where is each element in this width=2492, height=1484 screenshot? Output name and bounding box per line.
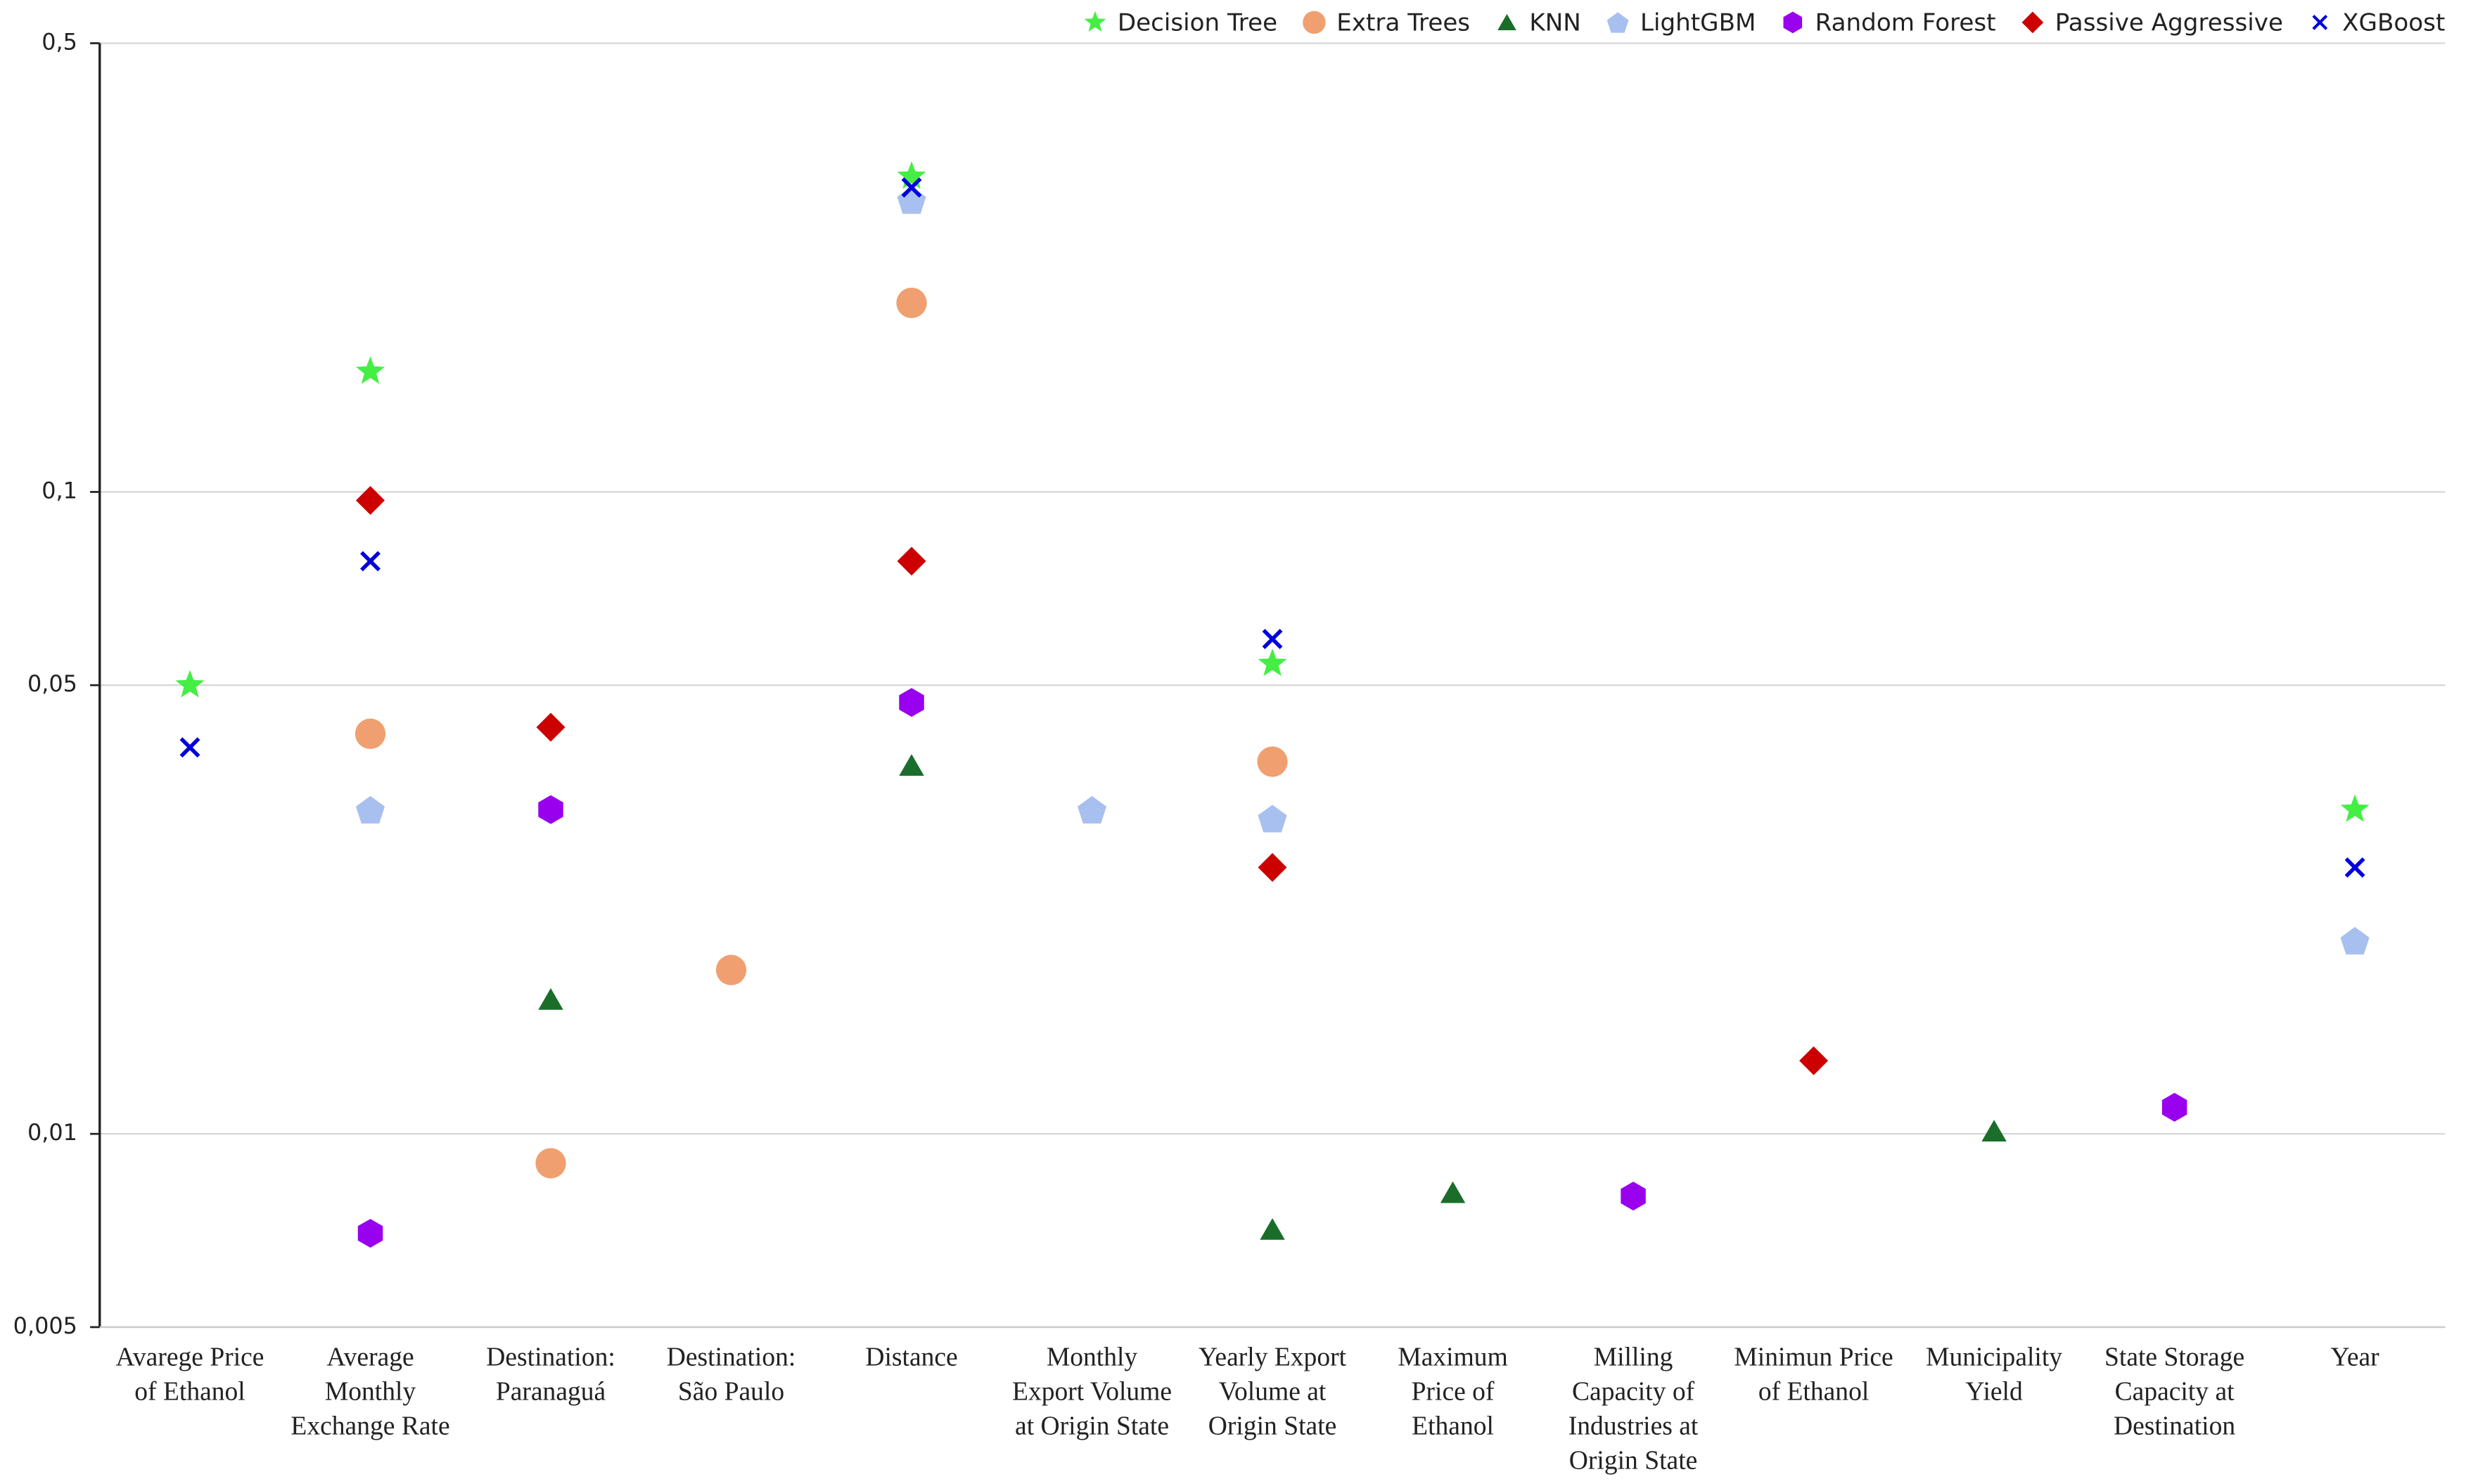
- point: [1799, 1046, 1829, 1075]
- point: [538, 988, 563, 1010]
- point: [1440, 1181, 1466, 1203]
- x-tick-label: Maximum Price of Ethanol: [1398, 1343, 1507, 1440]
- x-tick-label: Milling Capacity of Industries at Origin St…: [1568, 1343, 1699, 1475]
- point: [355, 795, 385, 824]
- x-tick-label: Yearly Export Volume at Origin State: [1199, 1343, 1347, 1440]
- point: [2340, 927, 2370, 955]
- point: [1258, 805, 1287, 833]
- legend-marker: [2021, 11, 2044, 34]
- point: [536, 712, 566, 742]
- legend-label: Passive Aggressive: [2055, 9, 2283, 37]
- point: [901, 177, 922, 198]
- x-tick-label: Distance: [865, 1343, 957, 1371]
- point: [1262, 629, 1283, 650]
- point: [899, 688, 924, 717]
- point: [2340, 794, 2370, 822]
- point: [356, 486, 385, 515]
- point: [179, 737, 200, 758]
- point: [1258, 648, 1287, 677]
- y-tick-label: 0,01: [27, 1119, 77, 1146]
- legend-label: LightGBM: [1640, 9, 1756, 37]
- x-tick-label: Avarege Price of Ethanol: [116, 1343, 264, 1406]
- legend-label: Decision Tree: [1118, 9, 1277, 37]
- y-tick-label: 0,5: [41, 28, 77, 55]
- x-tick-label: Municipality Yield: [1926, 1343, 2062, 1406]
- point: [175, 670, 205, 698]
- point: [897, 186, 926, 215]
- point: [357, 1219, 383, 1248]
- x-tick-label: Monthly Export Volume at Origin State: [1012, 1343, 1172, 1440]
- point: [360, 551, 381, 572]
- x-tick-label: State Storage Capacity at Destination: [2104, 1343, 2244, 1440]
- legend-marker: [1606, 12, 1629, 33]
- point: [1257, 746, 1288, 777]
- point: [2161, 1092, 2187, 1122]
- x-tick-label: Destination: Paranaguá: [486, 1343, 615, 1406]
- legend-marker: [1084, 11, 1106, 32]
- point: [896, 288, 927, 319]
- y-tick-label: 0,005: [13, 1312, 77, 1339]
- point: [1621, 1182, 1646, 1211]
- legend-marker: [1497, 13, 1516, 30]
- legend-label: KNN: [1529, 9, 1580, 37]
- point: [1260, 1217, 1285, 1240]
- legend-label: XGBoost: [2342, 9, 2445, 37]
- legend-marker: [2312, 15, 2328, 30]
- legend-marker: [1783, 11, 1803, 34]
- y-tick-label: 0,1: [41, 477, 77, 504]
- point: [1258, 852, 1287, 882]
- legend-label: Extra Trees: [1336, 9, 1470, 37]
- legend-marker: [1303, 11, 1326, 34]
- legend-label: Random Forest: [1815, 9, 1996, 37]
- x-tick-label: Minimun Price of Ethanol: [1734, 1343, 1893, 1406]
- point: [1077, 795, 1107, 824]
- point: [897, 161, 926, 189]
- point: [2344, 857, 2365, 878]
- point: [354, 718, 386, 749]
- point: [538, 795, 563, 824]
- point: [899, 754, 924, 776]
- x-tick-label: Average Monthly Exchange Rate: [290, 1343, 449, 1440]
- x-tick-label: Year: [2330, 1343, 2379, 1371]
- x-tick-label: Destination: São Paulo: [667, 1343, 796, 1406]
- point: [715, 954, 747, 985]
- point: [535, 1148, 566, 1179]
- point: [897, 546, 926, 576]
- point: [355, 356, 385, 384]
- y-tick-label: 0,05: [27, 670, 77, 697]
- point: [1981, 1120, 2007, 1142]
